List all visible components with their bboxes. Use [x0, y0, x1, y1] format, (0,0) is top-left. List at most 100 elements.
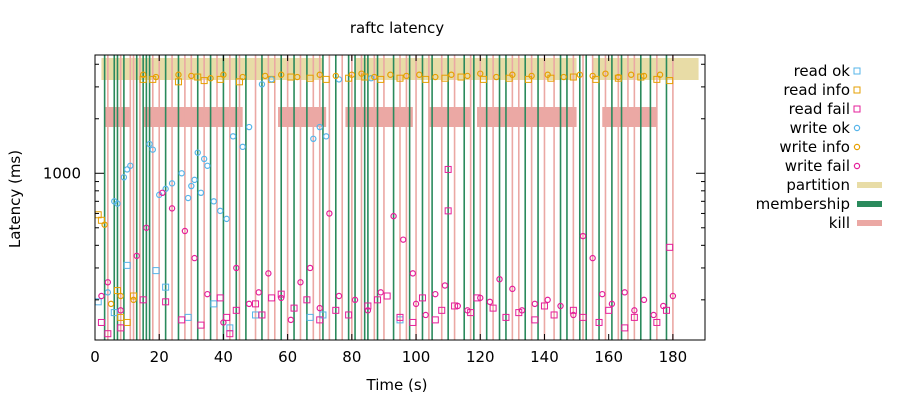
write-fail-point — [191, 254, 198, 262]
write-fail-point — [477, 294, 484, 302]
write-fail-point — [409, 270, 417, 277]
read-fail-point — [223, 313, 231, 321]
write-info-point — [175, 71, 182, 78]
write-fail-point — [390, 212, 397, 220]
read-fail-point — [252, 300, 260, 308]
legend-label: write ok — [790, 119, 851, 137]
read-fail-point — [383, 292, 391, 300]
x-tick-label: 140 — [530, 348, 559, 366]
read-fail-point — [438, 306, 446, 314]
read-fail-point — [502, 313, 510, 321]
write-fail-point — [133, 252, 140, 260]
write-ok-point — [268, 76, 275, 83]
write-ok-point — [367, 75, 375, 82]
read-info-point — [113, 287, 121, 295]
read-info-point — [97, 216, 105, 224]
write-fail-point — [168, 205, 176, 212]
read-fail-point — [226, 330, 234, 338]
y-axis-label: Latency (ms) — [6, 150, 24, 248]
write-info-point — [261, 72, 269, 80]
write-ok-point — [210, 198, 217, 205]
write-fail-point — [204, 290, 211, 298]
legend-marker-write-info — [853, 143, 861, 151]
read-fail-point — [489, 304, 497, 312]
read-info-point — [322, 75, 330, 83]
legend-marker-write-fail — [853, 162, 861, 170]
read-info-point — [216, 75, 224, 83]
read-info-point — [457, 73, 465, 81]
x-tick-label: 40 — [214, 348, 233, 366]
write-ok-point — [217, 207, 224, 215]
read-fail-point — [605, 306, 613, 314]
read-fail-point — [139, 296, 147, 304]
read-info-point — [592, 75, 600, 83]
write-info-point — [117, 292, 124, 300]
write-fail-point — [306, 264, 314, 272]
read-fail-point — [662, 306, 670, 314]
write-fail-point — [669, 292, 677, 300]
read-fail-point — [277, 290, 285, 298]
read-info-point — [653, 75, 661, 83]
write-ok-point — [162, 185, 169, 193]
write-info-point — [278, 71, 285, 78]
write-ok-point — [335, 76, 343, 83]
legend-label: partition — [786, 176, 850, 194]
write-info-point — [615, 73, 622, 81]
legend-marker-write-ok — [853, 124, 861, 132]
read-fail-point — [653, 318, 661, 326]
write-info-point — [477, 70, 484, 77]
write-fail-point — [377, 289, 384, 296]
write-info-point — [432, 73, 439, 81]
chart-title: raftc latency — [350, 19, 444, 37]
legend-label: write fail — [785, 157, 850, 175]
write-info-point — [416, 71, 423, 78]
write-fail-point — [599, 290, 606, 298]
read-info-point — [123, 318, 131, 326]
read-info-point — [614, 74, 622, 82]
kill-band — [428, 107, 471, 127]
read-ok-point — [110, 309, 118, 317]
y-tick-label: 1000 — [43, 164, 81, 182]
write-fail-point — [104, 279, 112, 286]
x-tick-label: 160 — [594, 348, 623, 366]
write-fail-point — [454, 302, 461, 310]
kill-band — [143, 107, 243, 127]
write-fail-point — [441, 282, 449, 289]
read-fail-point — [97, 318, 105, 326]
read-info-point — [194, 73, 202, 81]
x-tick-label: 20 — [150, 348, 169, 366]
write-ok-point — [120, 174, 128, 181]
write-info-point — [239, 73, 246, 81]
write-info-point — [528, 72, 535, 80]
read-info-point — [174, 78, 182, 86]
read-info-point — [345, 74, 353, 82]
write-fail-point — [265, 270, 272, 277]
write-info-point — [139, 71, 147, 78]
write-ok-point — [200, 155, 208, 163]
read-info-point — [130, 292, 138, 300]
write-fail-point — [159, 189, 166, 197]
write-fail-point — [579, 232, 587, 240]
write-info-point — [371, 73, 378, 81]
kill-band — [477, 107, 577, 127]
read-info-point — [361, 73, 369, 81]
write-fail-point — [412, 300, 420, 308]
partition-band — [355, 58, 426, 80]
read-info-point — [505, 74, 513, 82]
write-fail-point — [660, 302, 667, 310]
read-fail-point — [396, 313, 404, 321]
write-ok-point — [188, 182, 195, 190]
write-fail-point — [287, 316, 295, 324]
write-fail-point — [335, 292, 343, 300]
read-fail-point — [374, 296, 382, 304]
write-ok-point — [229, 133, 237, 140]
partition-band — [268, 58, 323, 80]
read-fail-point — [216, 294, 224, 302]
read-fail-point — [473, 294, 481, 302]
write-info-point — [107, 300, 115, 308]
write-ok-point — [310, 135, 317, 143]
read-info-point — [306, 74, 314, 82]
write-ok-point — [322, 133, 330, 140]
read-fail-point — [630, 313, 638, 321]
